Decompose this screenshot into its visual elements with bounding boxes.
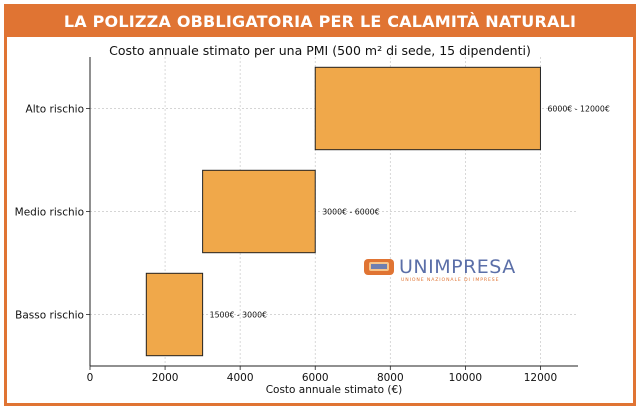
range-bar <box>202 169 316 254</box>
x-tick-label: 4000 <box>227 372 254 384</box>
page-title: LA POLIZZA OBBLIGATORIA PER LE CALAMITÀ … <box>7 7 633 37</box>
range-bar <box>314 66 541 151</box>
bars: 1500€ - 3000€ 3000€ - 6000€ 6000€ - 12000€ <box>145 66 610 357</box>
range-label: 3000€ - 6000€ <box>322 208 379 217</box>
x-tick-label: 6000 <box>302 372 329 384</box>
x-axis-label: Costo annuale stimato (€) <box>266 384 403 396</box>
x-tick-label: 12000 <box>524 372 557 384</box>
y-tick-label: Medio rischio <box>15 207 84 219</box>
x-tick-label: 0 <box>87 372 94 384</box>
axes: 0 2000 4000 6000 8000 10000 12000 Basso rischio… <box>15 57 578 384</box>
range-bar <box>145 272 204 357</box>
range-label: 6000€ - 12000€ <box>547 105 609 114</box>
x-tick-label: 10000 <box>449 372 482 384</box>
logo-text: UNIMPRESA <box>399 256 516 278</box>
range-label: 1500€ - 3000€ <box>210 311 267 320</box>
x-tick-label: 8000 <box>377 372 404 384</box>
y-tick-label: Basso rischio <box>15 310 84 322</box>
logo-mark-center <box>371 264 387 269</box>
logo-subtext: UNIONE NAZIONALE DI IMPRESE <box>401 277 499 283</box>
y-tick-label: Alto rischio <box>26 104 84 116</box>
x-tick-label: 2000 <box>152 372 179 384</box>
chart-title: Costo annuale stimato per una PMI (500 m… <box>109 43 531 58</box>
